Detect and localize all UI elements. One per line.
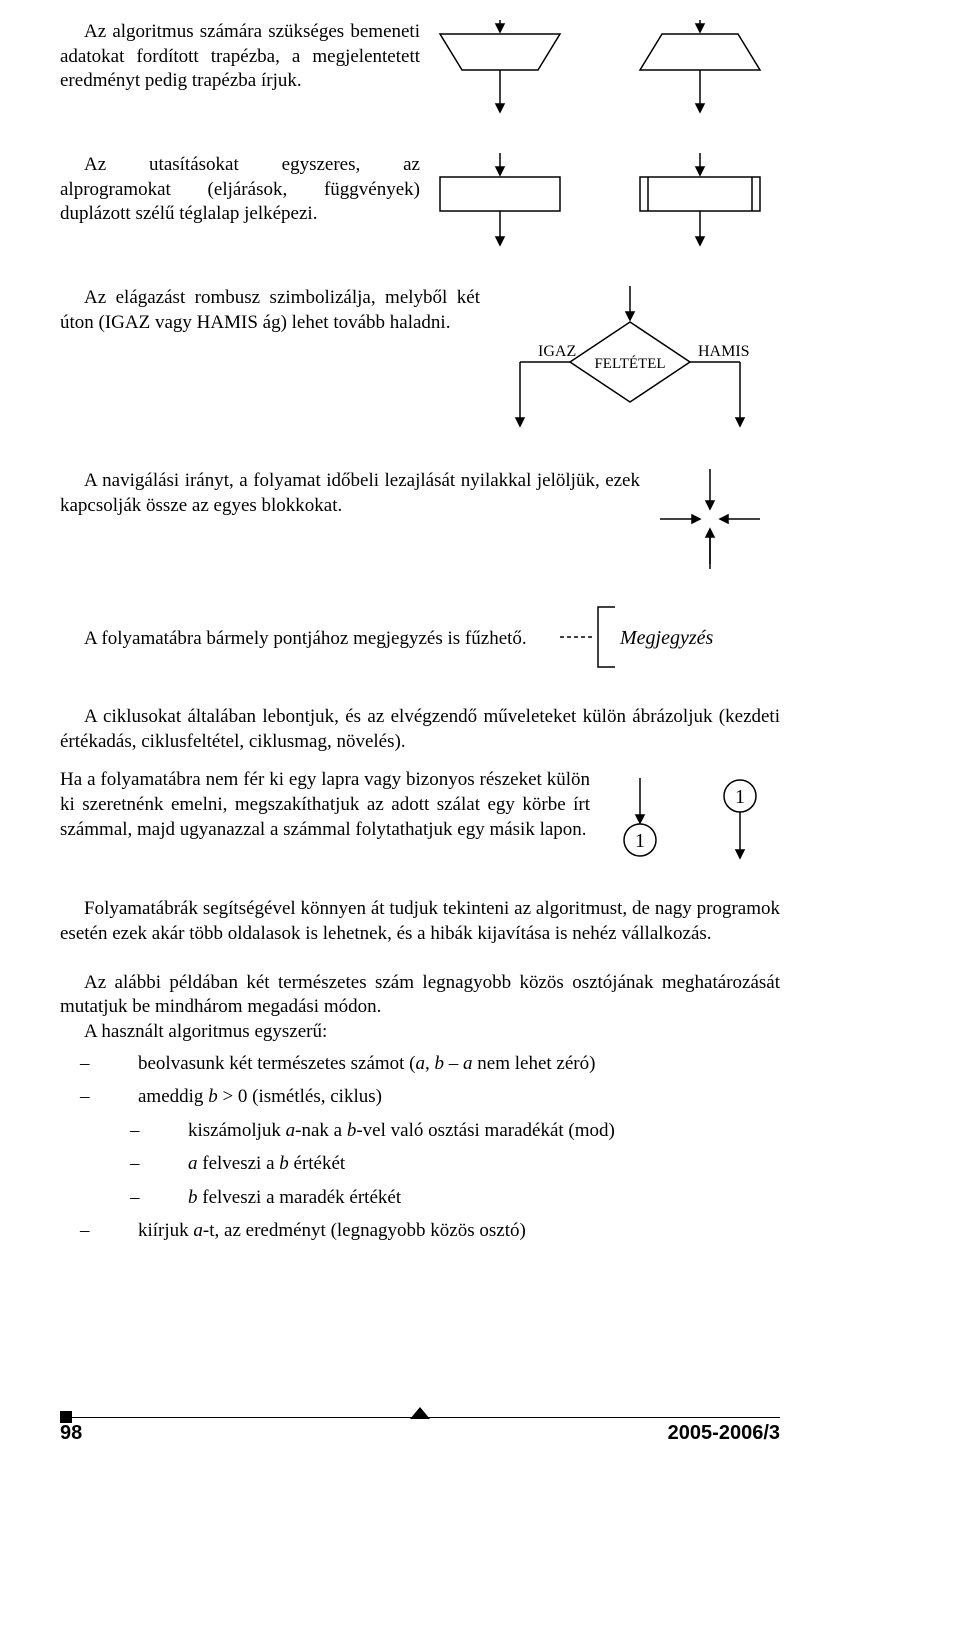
connector-num-1: 1	[635, 830, 645, 852]
svg-rects	[420, 153, 780, 253]
footer-triangle-icon	[410, 1407, 430, 1419]
para-connector: Ha a folyamatábra nem fér ki egy lapra v…	[60, 768, 590, 842]
diagram-comment: Megjegyzés	[560, 602, 780, 677]
page-container: Az algoritmus számára szükséges bemeneti…	[0, 0, 840, 1455]
row-decision: Az elágazást rombusz szimbolizálja, mely…	[60, 286, 780, 441]
diagram-connector: 1 1	[590, 768, 780, 883]
footer-issue: 2005-2006/3	[668, 1422, 780, 1445]
svg-decision: IGAZ HAMIS FELTÉTEL	[480, 286, 780, 436]
para-algo-intro: A használt algoritmus egyszerű:	[60, 1020, 780, 1045]
list-item: –beolvasunk két természetes számot (a, b…	[60, 1049, 780, 1078]
label-hamis: HAMIS	[698, 343, 750, 360]
row-rect: Az utasításokat egyszeres, az alprogramo…	[60, 153, 780, 258]
diagram-rects	[420, 153, 780, 258]
label-feltetel: FELTÉTEL	[594, 355, 665, 372]
list-item: –ameddig b > 0 (ismétlés, ciklus)	[60, 1082, 780, 1111]
row-comment: A folyamatábra bármely pontjához megjegy…	[60, 602, 780, 677]
para-arrows: A navigálási irányt, a folyamat időbeli …	[60, 469, 640, 518]
label-igaz: IGAZ	[538, 343, 576, 360]
list-item: –a felveszi a b értékét	[60, 1149, 780, 1178]
list-item: –kiszámoljuk a-nak a b-vel való osztási …	[60, 1116, 780, 1145]
svg-trapezoids	[420, 20, 780, 120]
svg-comment: Megjegyzés	[560, 602, 780, 672]
footer-page-number: 98	[60, 1422, 82, 1445]
page-footer: 98 2005-2006/3	[60, 1405, 780, 1435]
svg-connector: 1 1	[590, 768, 780, 878]
diagram-arrows	[640, 469, 780, 574]
label-comment: Megjegyzés	[619, 627, 714, 649]
list-item: –kiírjuk a-t, az eredményt (legnagyobb k…	[60, 1216, 780, 1245]
diagram-trapezoids	[420, 20, 780, 125]
connector-num-2: 1	[735, 786, 745, 808]
para-overview: Folyamatábrák segítségével könnyen át tu…	[60, 897, 780, 946]
diagram-decision: IGAZ HAMIS FELTÉTEL	[480, 286, 780, 441]
para-comment: A folyamatábra bármely pontjához megjegy…	[60, 627, 560, 652]
row-trapezoid: Az algoritmus számára szükséges bemeneti…	[60, 20, 780, 125]
para-rect: Az utasításokat egyszeres, az alprogramo…	[60, 153, 420, 227]
para-example: Az alábbi példában két természetes szám …	[60, 971, 780, 1020]
list-item: –b felveszi a maradék értékét	[60, 1183, 780, 1212]
svg-arrows	[640, 469, 780, 569]
para-trapezoid: Az algoritmus számára szükséges bemeneti…	[60, 20, 420, 94]
row-connector: Ha a folyamatábra nem fér ki egy lapra v…	[60, 768, 780, 883]
para-decision: Az elágazást rombusz szimbolizálja, mely…	[60, 286, 480, 335]
para-cycles: A ciklusokat általában lebontjuk, és az …	[60, 705, 780, 754]
row-arrows: A navigálási irányt, a folyamat időbeli …	[60, 469, 780, 574]
